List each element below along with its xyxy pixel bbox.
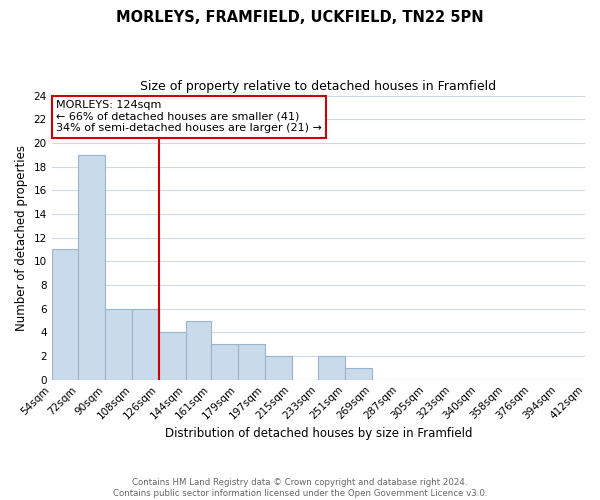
Text: Contains HM Land Registry data © Crown copyright and database right 2024.
Contai: Contains HM Land Registry data © Crown c… — [113, 478, 487, 498]
Title: Size of property relative to detached houses in Framfield: Size of property relative to detached ho… — [140, 80, 496, 93]
Bar — [79, 155, 105, 380]
Bar — [186, 320, 211, 380]
Bar — [211, 344, 238, 380]
Bar — [132, 308, 159, 380]
Bar — [319, 356, 345, 380]
Bar — [265, 356, 292, 380]
Bar — [345, 368, 372, 380]
Bar — [159, 332, 186, 380]
X-axis label: Distribution of detached houses by size in Framfield: Distribution of detached houses by size … — [164, 427, 472, 440]
Y-axis label: Number of detached properties: Number of detached properties — [15, 144, 28, 330]
Bar — [105, 308, 132, 380]
Text: MORLEYS, FRAMFIELD, UCKFIELD, TN22 5PN: MORLEYS, FRAMFIELD, UCKFIELD, TN22 5PN — [116, 10, 484, 25]
Text: MORLEYS: 124sqm
← 66% of detached houses are smaller (41)
34% of semi-detached h: MORLEYS: 124sqm ← 66% of detached houses… — [56, 100, 322, 134]
Bar — [52, 250, 79, 380]
Bar — [238, 344, 265, 380]
